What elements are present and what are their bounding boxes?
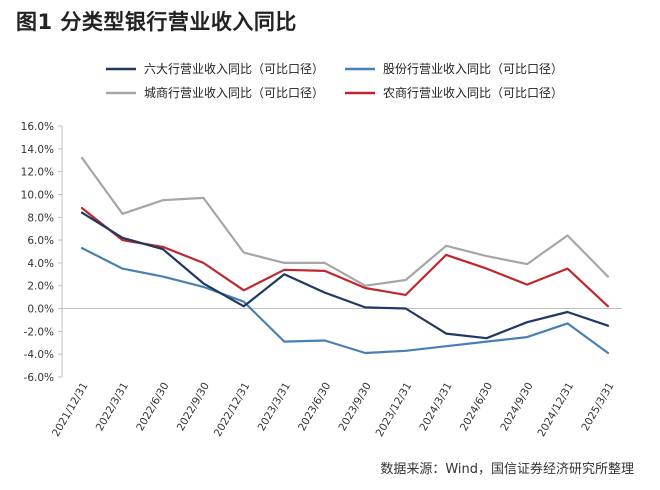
series-line-4 [80, 207, 610, 308]
y-tick-label: -6.0% [24, 372, 54, 384]
legend-item-4: 农商行营业收入同比（可比口径） [345, 85, 563, 100]
legend-item-1: 六大行营业收入同比（可比口径） [106, 62, 324, 76]
x-tick-label: 2024/12/31 [535, 381, 576, 439]
y-tick-label: 14.0% [21, 144, 54, 156]
x-tick-label: 2023/6/30 [296, 381, 333, 434]
page-title: 图1 分类型银行营业收入同比 [16, 10, 297, 34]
x-tick-label: 2023/9/30 [337, 381, 374, 434]
series-line-3 [80, 156, 610, 287]
y-tick-label: 8.0% [27, 212, 54, 224]
x-tick-label: 2022/3/31 [94, 381, 131, 434]
x-tick-label: 2024/6/30 [458, 380, 495, 433]
x-tick-label: 2024/9/30 [498, 381, 535, 434]
y-tick-label: -4.0% [24, 349, 54, 361]
y-tick-label: 4.0% [27, 258, 54, 270]
legend-label: 城商行营业收入同比（可比口径） [144, 85, 324, 100]
x-tick-label: 2023/3/31 [256, 381, 293, 434]
y-tick-label: 12.0% [21, 167, 54, 179]
chart-axes: 16.0% 14.0% 12.0% 10.0% 8.0% 6.0% 4.0% 2.0% 0.0%… [21, 121, 622, 439]
x-tick-label: 2022/6/30 [134, 381, 171, 434]
x-tick-label: 2024/3/31 [417, 381, 454, 434]
plot-area [80, 156, 610, 355]
x-tick-label: 2021/12/31 [50, 381, 91, 439]
legend-label: 农商行营业收入同比（可比口径） [383, 85, 563, 100]
y-tick-label: 2.0% [27, 281, 54, 293]
x-tick-label: 2022/12/31 [212, 381, 253, 439]
y-tick-label: 16.0% [21, 121, 54, 133]
series-line-2 [80, 247, 610, 355]
x-tick-label: 2025/3/31 [579, 381, 616, 434]
legend-item-2: 股份行营业收入同比（可比口径） [345, 62, 563, 76]
y-tick-label: 0.0% [27, 304, 54, 316]
legend-label: 股份行营业收入同比（可比口径） [383, 62, 563, 76]
y-tick-label: 6.0% [27, 235, 54, 247]
series-line-1 [80, 211, 610, 340]
legend: 六大行营业收入同比（可比口径） 股份行营业收入同比（可比口径） 城商行营业收入同比（… [106, 62, 563, 100]
y-tick-label: 10.0% [21, 189, 54, 201]
y-tick-label: -2.0% [24, 326, 54, 338]
source-note: 数据来源：Wind，国信证券经济研究所整理 [380, 462, 634, 477]
legend-label: 六大行营业收入同比（可比口径） [144, 62, 324, 76]
x-tick-label: 2023/12/31 [374, 381, 415, 439]
x-tick-label: 2022/9/30 [175, 381, 212, 434]
legend-item-3: 城商行营业收入同比（可比口径） [106, 85, 324, 100]
